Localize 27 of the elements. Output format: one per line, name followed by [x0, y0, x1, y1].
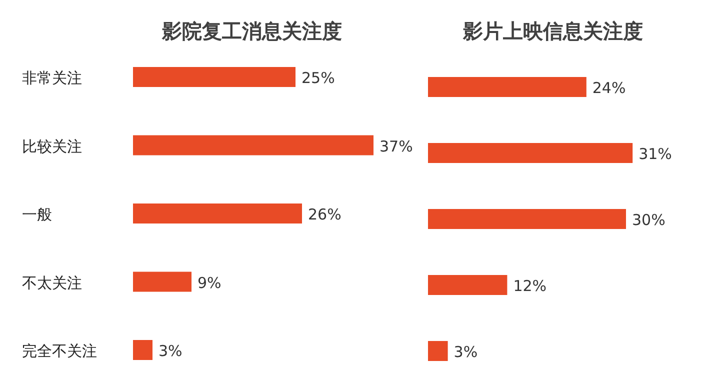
- bar: [133, 67, 296, 87]
- bar: [133, 340, 152, 360]
- data-label: 37%: [380, 137, 413, 156]
- bar: [428, 209, 626, 229]
- bar: [428, 275, 508, 295]
- bar: [428, 143, 633, 163]
- data-label: 25%: [302, 69, 335, 87]
- bar: [428, 77, 586, 97]
- data-label: 12%: [513, 277, 547, 295]
- data-label: 24%: [592, 79, 626, 97]
- y-tick-label: 比较关注: [22, 137, 82, 156]
- data-label: 9%: [198, 274, 222, 292]
- chart-title: 影片上映信息关注度: [462, 19, 643, 43]
- y-tick-label: 非常关注: [22, 69, 82, 87]
- chart-title: 影院复工消息关注度: [161, 19, 342, 43]
- y-tick-label: 不太关注: [22, 274, 82, 292]
- bar: [133, 272, 192, 292]
- data-label: 31%: [638, 145, 672, 163]
- data-label: 26%: [308, 206, 342, 224]
- data-label: 30%: [632, 211, 666, 229]
- y-tick-label: 一般: [22, 206, 52, 224]
- bar: [133, 204, 302, 224]
- y-tick-label: 完全不关注: [22, 342, 97, 360]
- data-label: 3%: [158, 342, 182, 360]
- bar: [428, 341, 448, 361]
- data-label: 3%: [454, 343, 478, 361]
- bar: [133, 135, 374, 156]
